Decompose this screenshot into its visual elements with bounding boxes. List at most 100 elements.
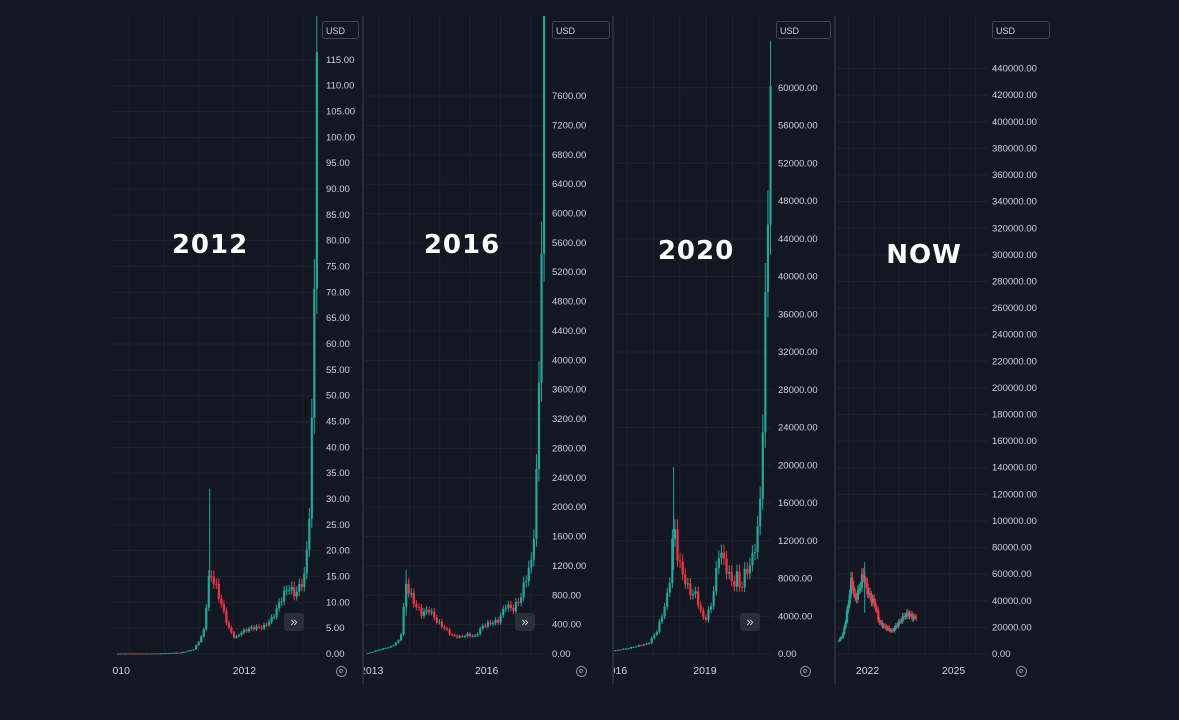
y-tick-label: 420000.00 [992, 90, 1037, 101]
candle-body [882, 625, 885, 627]
chart-panel-1[interactable]: 0.00 5.00 10.00 15.00 20.00 25.00 30.00 35.00 40… [112, 16, 362, 684]
double-chevron-right-icon[interactable]: » [515, 613, 535, 631]
y-tick-label: 0.00 [326, 649, 345, 660]
candle-body [481, 625, 484, 629]
y-tick-label: 3600.00 [552, 385, 586, 396]
candle-body [722, 552, 726, 559]
candle-body [645, 643, 648, 645]
candle-body [486, 622, 489, 627]
chart-panel-3[interactable]: 0.00 4000.00 8000.00 12000.00 16000.00 20000.… [614, 16, 834, 684]
currency-button-3[interactable]: USD [776, 21, 831, 39]
candle-body [735, 571, 739, 587]
candle-body [890, 629, 893, 632]
y-tick-label: 70.00 [326, 287, 350, 298]
candle-body [697, 591, 700, 606]
y-tick-label: 0.00 [778, 649, 797, 660]
y-tick-label: 25.00 [326, 520, 350, 531]
candle-body [902, 615, 906, 618]
candle-body [512, 607, 515, 612]
candle-body [458, 636, 461, 638]
y-tick-label: 12000.00 [778, 536, 818, 547]
chart-svg-4: 0.00 20000.00 40000.00 60000.00 80000.00 1000… [836, 16, 1037, 677]
candle-body [207, 576, 210, 608]
panel-divider-3[interactable] [834, 16, 836, 684]
currency-button-4[interactable]: USD [992, 21, 1050, 39]
candle-body [137, 653, 140, 655]
y-tick-label: 200000.00 [992, 383, 1037, 394]
settings-gear-icon[interactable] [800, 666, 811, 677]
settings-gear-icon[interactable] [336, 666, 347, 677]
candle-body [761, 432, 764, 499]
candle-body [912, 616, 915, 620]
y-tick-label: 110.00 [326, 81, 354, 92]
y-tick-label: 85.00 [326, 210, 350, 221]
y-tick-label: 55.00 [326, 365, 350, 376]
candle-body [479, 628, 482, 635]
y-tick-label: 7600.00 [552, 91, 586, 102]
candle-body [519, 597, 523, 603]
candle-body [474, 635, 477, 637]
candle-body [298, 584, 301, 592]
candle-body [154, 653, 158, 655]
candle-body [494, 619, 497, 624]
candle-body [837, 640, 840, 642]
candle-body [139, 653, 143, 655]
candle-body [878, 620, 881, 623]
candle-body [728, 571, 731, 574]
candle-body [232, 632, 236, 638]
candle-body [502, 609, 505, 616]
candle-body [660, 616, 664, 622]
y-tick-label: 105.00 [326, 107, 355, 118]
candle-body [476, 634, 479, 636]
double-chevron-right-icon[interactable]: » [284, 613, 304, 631]
y-tick-label: 1600.00 [552, 532, 586, 543]
candle-body [686, 583, 689, 585]
chart-overlay-label-2: 2016 [423, 230, 501, 260]
y-tick-label: 1200.00 [552, 561, 586, 572]
candle-body [540, 253, 543, 383]
candle-body [227, 622, 230, 628]
candle-body [892, 629, 895, 631]
candle-body [425, 609, 428, 612]
currency-button-2[interactable]: USD [552, 21, 610, 39]
candle-body [169, 652, 173, 654]
candle-body [283, 590, 286, 602]
candle-body [451, 634, 454, 636]
panel-divider-1[interactable] [362, 16, 364, 684]
y-tick-label: 120000.00 [992, 489, 1037, 500]
y-tick-label: 6400.00 [552, 179, 586, 190]
candle-body [124, 653, 127, 655]
candle-body [616, 649, 620, 651]
candle-body [871, 598, 874, 603]
candle-body [376, 649, 380, 651]
settings-gear-icon[interactable] [576, 666, 587, 677]
currency-button-1[interactable]: USD [322, 21, 359, 39]
candle-body [220, 598, 223, 605]
double-chevron-right-icon[interactable]: » [740, 613, 760, 631]
candle-body [632, 647, 635, 649]
y-tick-label: 6800.00 [552, 150, 586, 161]
candle-body [247, 628, 251, 632]
candle-body [430, 611, 433, 613]
candle-body [756, 526, 759, 552]
candle-body [260, 627, 263, 629]
candle-body [869, 592, 872, 596]
y-tick-label: 15.00 [326, 572, 350, 583]
panel-divider-2[interactable] [612, 16, 614, 684]
x-tick-label: 2013 [364, 665, 384, 677]
candle-body [717, 558, 720, 569]
candle-body [624, 648, 627, 650]
candle-body [673, 529, 677, 539]
chart-panel-2[interactable]: 0.00 400.00 800.00 1200.00 1600.00 2000.00 240… [364, 16, 612, 684]
candle-body [399, 634, 403, 641]
candle-body [885, 626, 888, 630]
y-tick-label: 40000.00 [778, 272, 818, 283]
chart-panel-4[interactable]: 0.00 20000.00 40000.00 60000.00 80000.00 1000… [836, 16, 1053, 684]
y-tick-label: 45.00 [326, 417, 350, 428]
candle-body [245, 629, 248, 632]
candle-body [847, 604, 850, 611]
candle-body [308, 518, 311, 550]
candle-body [313, 288, 316, 418]
y-tick-label: 360000.00 [992, 170, 1037, 181]
settings-gear-icon[interactable] [1016, 666, 1027, 677]
